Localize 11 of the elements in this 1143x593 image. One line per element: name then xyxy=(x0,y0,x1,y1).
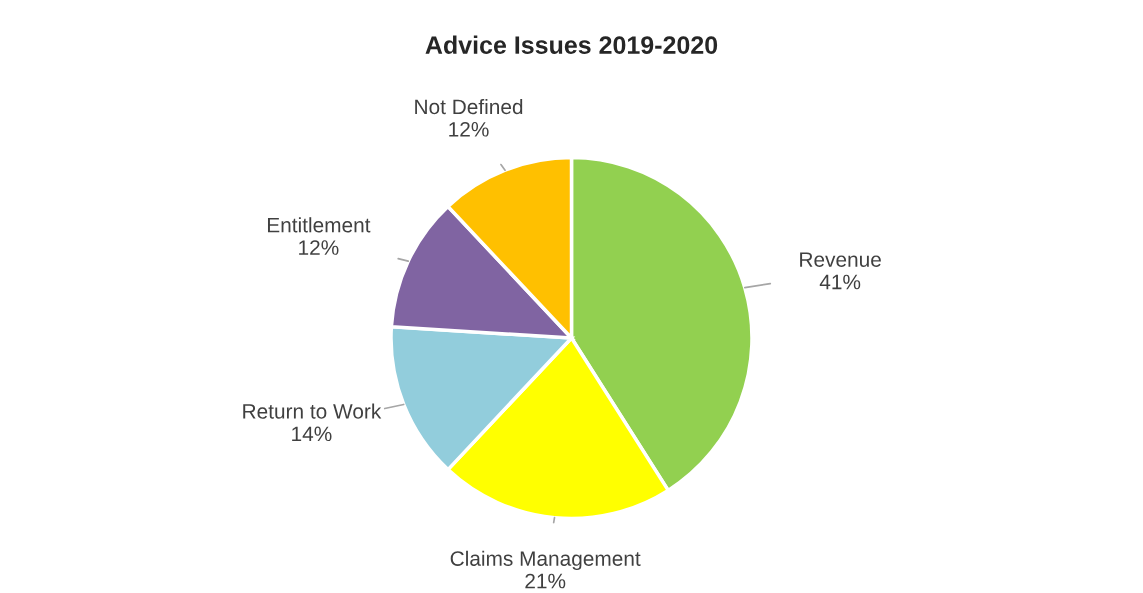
slice-label: Claims Management xyxy=(450,550,641,571)
slice-label: Not Defined xyxy=(415,98,523,115)
data-label: 14% xyxy=(292,426,332,442)
data-label: 41% xyxy=(819,274,861,290)
slice-label: Entitlement xyxy=(267,217,371,233)
data-label: 12% xyxy=(299,240,339,255)
slice-label: Revenue xyxy=(800,252,881,267)
chart-title: Advice Issues 2019-2020 xyxy=(425,35,718,54)
slice-label: Return to Work xyxy=(243,403,382,419)
data-label: 21% xyxy=(525,573,566,589)
data-label: 12% xyxy=(449,121,489,137)
